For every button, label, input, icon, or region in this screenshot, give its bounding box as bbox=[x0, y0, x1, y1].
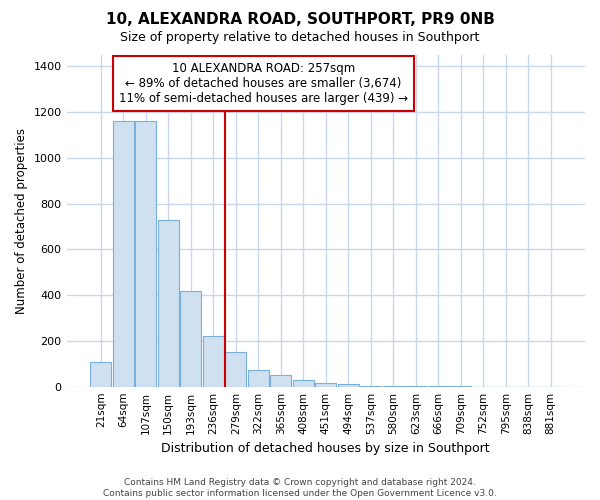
Text: 10, ALEXANDRA ROAD, SOUTHPORT, PR9 0NB: 10, ALEXANDRA ROAD, SOUTHPORT, PR9 0NB bbox=[106, 12, 494, 28]
Y-axis label: Number of detached properties: Number of detached properties bbox=[15, 128, 28, 314]
Bar bbox=[158, 220, 179, 386]
Bar bbox=[203, 336, 224, 386]
Bar bbox=[135, 122, 157, 386]
Bar bbox=[225, 352, 247, 386]
Bar bbox=[90, 362, 112, 386]
Bar bbox=[113, 122, 134, 386]
X-axis label: Distribution of detached houses by size in Southport: Distribution of detached houses by size … bbox=[161, 442, 490, 455]
Bar bbox=[180, 290, 202, 386]
Text: Contains HM Land Registry data © Crown copyright and database right 2024.
Contai: Contains HM Land Registry data © Crown c… bbox=[103, 478, 497, 498]
Bar bbox=[338, 384, 359, 386]
Text: 10 ALEXANDRA ROAD: 257sqm
← 89% of detached houses are smaller (3,674)
11% of se: 10 ALEXANDRA ROAD: 257sqm ← 89% of detac… bbox=[119, 62, 408, 104]
Text: Size of property relative to detached houses in Southport: Size of property relative to detached ho… bbox=[121, 31, 479, 44]
Bar bbox=[248, 370, 269, 386]
Bar bbox=[270, 375, 292, 386]
Bar bbox=[315, 383, 337, 386]
Bar bbox=[293, 380, 314, 386]
